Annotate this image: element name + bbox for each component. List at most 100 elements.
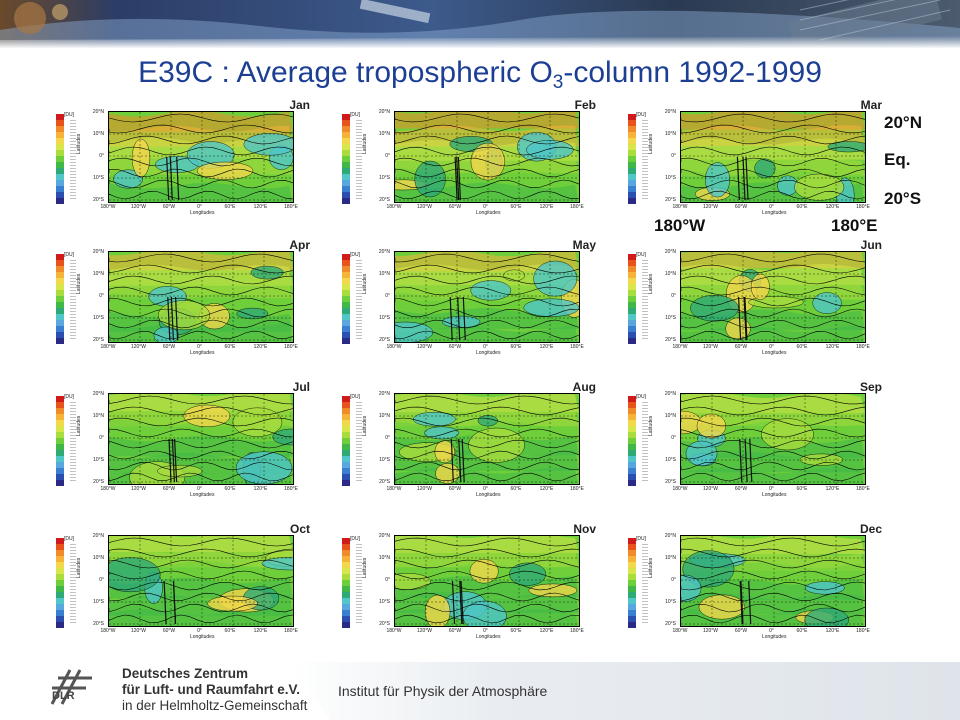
color-scale-swatch (342, 338, 350, 344)
color-scale-swatch (56, 462, 64, 468)
color-scale-swatch (342, 284, 350, 290)
color-scale-swatch (56, 622, 64, 628)
panel-month-label: Aug (572, 380, 596, 394)
x-tick-label: 120°W (416, 344, 433, 350)
color-scale-swatch (342, 138, 350, 144)
color-scale-bar (342, 254, 350, 344)
y-tick-label: 0° (385, 153, 390, 159)
x-tick-label: 180°W (100, 486, 116, 492)
annotation-equator: Eq. (884, 150, 911, 169)
x-tick-label: 180°E (856, 344, 870, 350)
annotation-180w: 180°W (654, 216, 706, 235)
color-scale-swatch (342, 426, 350, 432)
color-scale-swatch (628, 462, 636, 468)
color-scale-labels (642, 260, 648, 340)
x-tick-label: 0° (769, 344, 774, 350)
annotation-20n: 20°N (884, 113, 922, 132)
x-tick-label: 180°W (386, 628, 402, 634)
color-scale-swatch (628, 144, 636, 150)
color-scale-swatch (628, 284, 636, 290)
x-tick-label: 0° (483, 486, 488, 492)
y-tick-label: 20°S (665, 337, 676, 343)
y-tick-label: 10°N (92, 413, 104, 419)
color-scale-swatch (56, 120, 64, 126)
color-scale-swatch (56, 538, 64, 544)
y-tick-label: 0° (385, 577, 390, 583)
y-tick-label: 20°S (665, 479, 676, 485)
color-scale-swatch (628, 544, 636, 550)
x-tick-label: 120°W (702, 204, 719, 210)
color-scale-swatch (628, 480, 636, 486)
x-tick-label: 0° (769, 628, 774, 634)
footer-background (290, 662, 960, 720)
color-scale-swatch (342, 450, 350, 456)
color-scale-swatch (628, 562, 636, 568)
color-scale-swatch (56, 314, 64, 320)
ozone-panel-apr: Apr [DU] Latitudes 20°N 10°N 0° 10°S 20°S 180°W 1… (50, 238, 310, 366)
x-tick-label: 60°E (796, 204, 808, 210)
color-scale-swatch (628, 174, 636, 180)
color-scale-swatch (56, 468, 64, 474)
color-scale-swatch (56, 260, 64, 266)
x-tick-label: 60°E (224, 628, 236, 634)
ozone-panel-feb: Feb [DU] Latitudes 20°N 10°N 0° 10°S 20°S 180°W 1… (336, 98, 596, 226)
x-tick-label: 180°E (284, 344, 298, 350)
color-scale-swatch (628, 556, 636, 562)
color-scale-labels (356, 544, 362, 624)
color-scale-swatch (56, 550, 64, 556)
y-tick-label: 10°N (378, 413, 390, 419)
color-scale-swatch (342, 462, 350, 468)
x-tick-label: 60°E (796, 486, 808, 492)
color-scale-bar (342, 538, 350, 628)
color-scale-swatch (342, 474, 350, 480)
y-tick-label: 20°S (379, 621, 390, 627)
color-scale-swatch (342, 556, 350, 562)
color-scale-unit: [DU] (350, 394, 360, 400)
x-tick-label: 180°W (100, 344, 116, 350)
contour-plot-area (108, 393, 294, 485)
color-scale-swatch (342, 550, 350, 556)
x-tick-label: 0° (483, 344, 488, 350)
x-tick-label: 60°W (734, 486, 748, 492)
color-scale-swatch (56, 474, 64, 480)
color-scale-swatch (628, 456, 636, 462)
color-scale-labels (356, 402, 362, 482)
contour-plot-area (680, 111, 866, 203)
panel-month-label: Dec (859, 522, 882, 536)
color-scale-swatch (628, 568, 636, 574)
color-scale-swatch (56, 332, 64, 338)
x-tick-label: 60°E (224, 344, 236, 350)
x-tick-label: 180°E (284, 204, 298, 210)
color-scale-swatch (628, 272, 636, 278)
color-scale-swatch (56, 598, 64, 604)
x-tick-label: 180°E (856, 486, 870, 492)
ozone-panel-dec: Dec [DU] Latitudes 20°N 10°N 0° 10°S 20°S 180°W 1… (622, 522, 882, 650)
title-main: E39C : Average tropospheric O (138, 56, 553, 89)
x-tick-label: 180°W (100, 628, 116, 634)
y-axis-label: Latitudes (362, 273, 368, 294)
color-scale-swatch (342, 432, 350, 438)
color-scale-unit: [DU] (64, 252, 74, 258)
color-scale-swatch (628, 432, 636, 438)
panel-month-label: Feb (574, 98, 596, 112)
x-tick-label: 60°W (448, 204, 462, 210)
x-tick-label: 120°W (416, 204, 433, 210)
color-scale-unit: [DU] (636, 252, 646, 258)
contour-field (109, 112, 293, 202)
y-tick-label: 0° (671, 435, 676, 441)
x-tick-label: 60°W (448, 628, 462, 634)
contour-plot-area (108, 535, 294, 627)
y-tick-label: 10°S (93, 457, 104, 463)
ozone-panel-sep: Sep [DU] Latitudes 20°N 10°N 0° 10°S 20°S 180°W 1… (622, 380, 882, 508)
y-tick-label: 10°S (665, 599, 676, 605)
color-scale-swatch (628, 580, 636, 586)
color-scale-swatch (56, 138, 64, 144)
color-scale-labels (70, 544, 76, 624)
color-scale-swatch (628, 314, 636, 320)
color-scale-swatch (628, 168, 636, 174)
y-tick-label: 10°S (93, 315, 104, 321)
color-scale-swatch (342, 562, 350, 568)
ozone-panel-may: May [DU] Latitudes 20°N 10°N 0° 10°S 20°S 180°W 1… (336, 238, 596, 366)
panel-month-label: Sep (859, 380, 882, 394)
y-axis-label: Latitudes (362, 133, 368, 154)
